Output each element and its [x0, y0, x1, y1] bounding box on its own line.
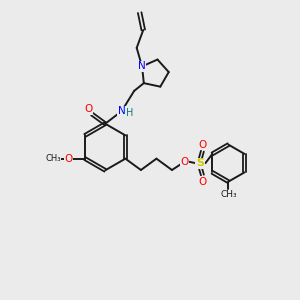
Text: S: S: [196, 158, 204, 168]
Text: O: O: [198, 177, 206, 187]
Text: N: N: [138, 61, 146, 71]
Text: CH₃: CH₃: [45, 154, 61, 163]
Text: O: O: [84, 104, 92, 114]
Text: N: N: [118, 106, 125, 116]
Text: H: H: [126, 108, 134, 118]
Text: O: O: [180, 157, 189, 166]
Text: O: O: [64, 154, 73, 164]
Text: O: O: [198, 140, 206, 150]
Text: CH₃: CH₃: [220, 190, 237, 199]
